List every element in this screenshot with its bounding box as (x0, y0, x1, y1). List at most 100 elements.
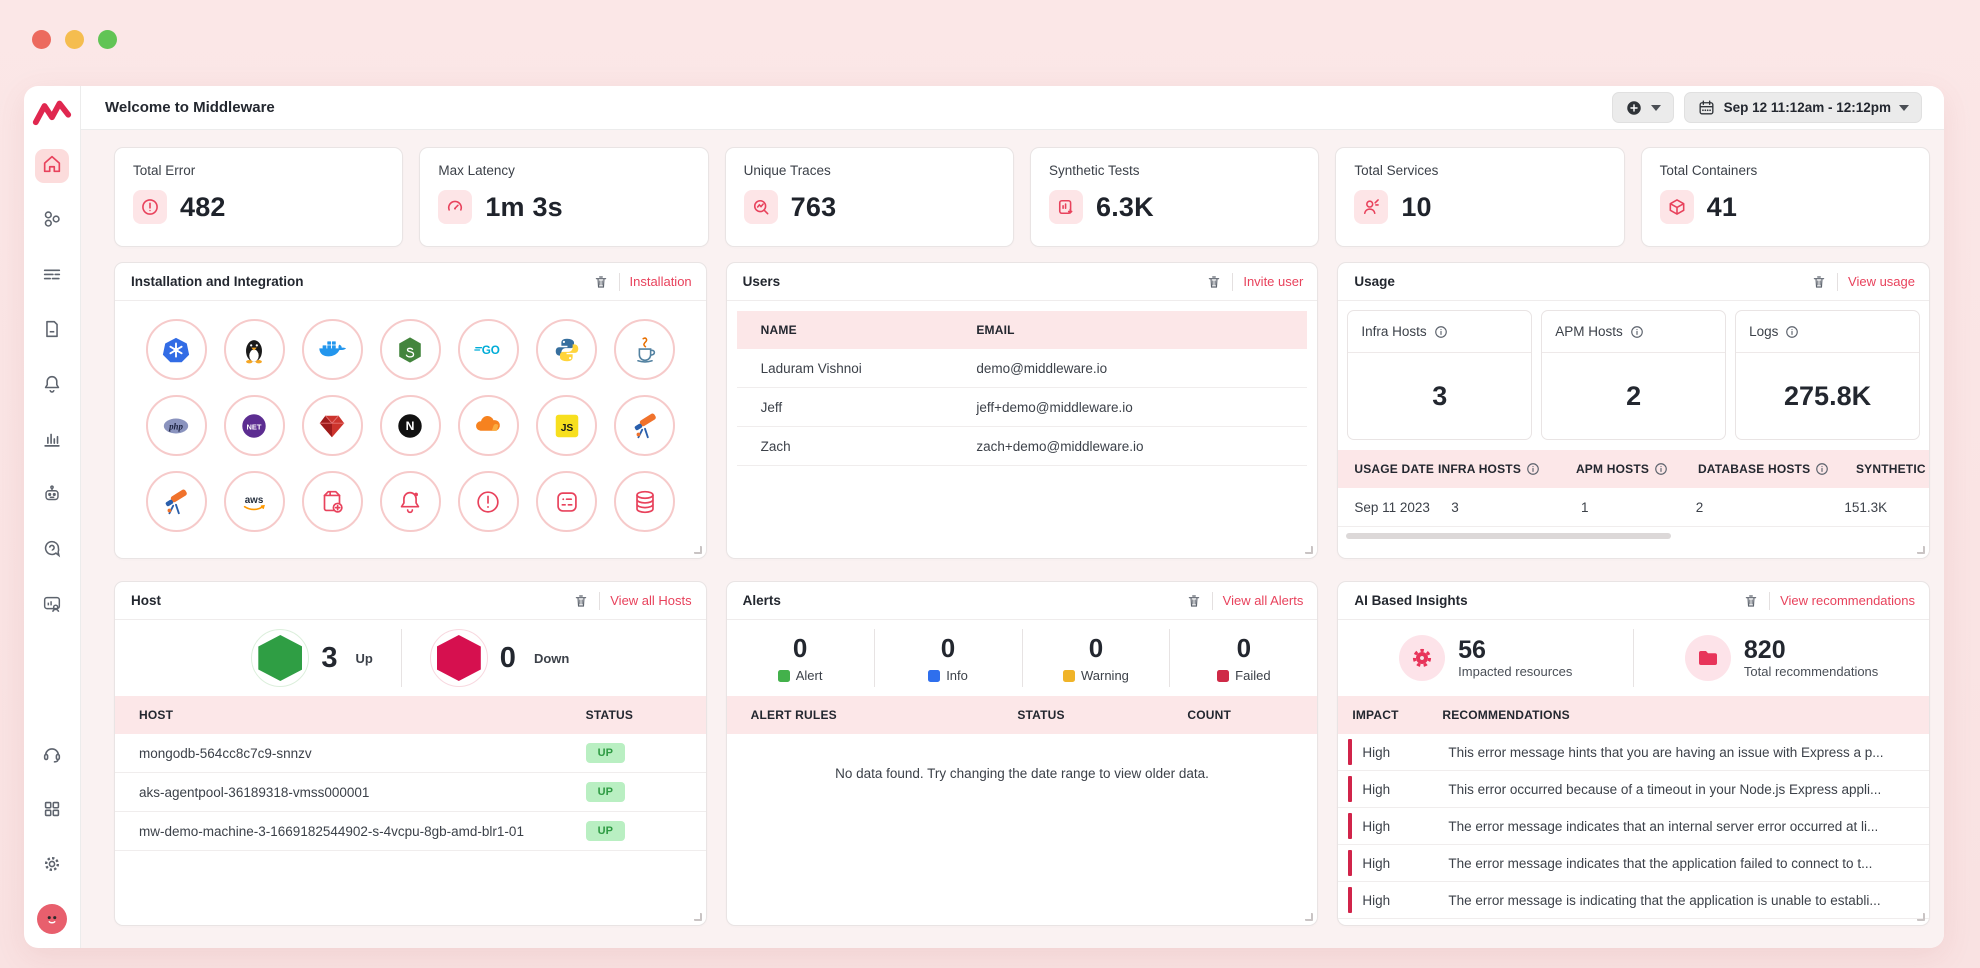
resize-handle[interactable] (1305, 913, 1314, 921)
installation-link[interactable]: Installation (629, 274, 692, 289)
package-add-icon[interactable] (301, 471, 363, 532)
sidebar-item-settings[interactable] (35, 849, 69, 883)
impacted-gear-icon (1399, 635, 1446, 681)
minimize-window-button[interactable] (65, 30, 84, 49)
database-icon[interactable] (614, 471, 676, 532)
trash-icon[interactable] (573, 593, 589, 609)
table-row[interactable]: Jeff jeff+demo@middleware.io (736, 388, 1308, 427)
date-range-picker[interactable]: Sep 12 11:12am - 12:12pm (1683, 92, 1922, 123)
sidebar-item-services[interactable] (35, 204, 69, 238)
chevron-down-icon (1650, 104, 1661, 111)
recommendation-text: This error occurred because of a timeout… (1448, 781, 1882, 797)
view-recommendations-link[interactable]: View recommendations (1780, 593, 1915, 608)
sidebar-item-support[interactable] (35, 739, 69, 773)
table-row[interactable]: Laduram Vishnoi demo@middleware.io (736, 349, 1308, 388)
info-icon[interactable] (1815, 462, 1829, 476)
info-icon[interactable] (1434, 325, 1448, 339)
sidebar-item-home[interactable] (35, 149, 69, 183)
user-avatar[interactable] (37, 904, 67, 934)
linux-icon[interactable] (223, 319, 285, 380)
javascript-icon[interactable]: JS (536, 395, 598, 456)
trash-icon[interactable] (1811, 274, 1827, 290)
usage-card-apm-hosts[interactable]: APM Hosts 2 (1541, 310, 1727, 440)
view-usage-link[interactable]: View usage (1848, 274, 1915, 289)
resize-handle[interactable] (693, 546, 702, 554)
table-row[interactable]: aks-agentpool-36189318-vmss000001 UP (115, 773, 706, 812)
trash-icon[interactable] (1206, 274, 1222, 290)
stat-card-max-latency[interactable]: Max Latency 1m 3s (419, 147, 709, 247)
usage-card-infra-hosts[interactable]: Infra Hosts 3 (1347, 310, 1533, 440)
close-window-button[interactable] (32, 30, 51, 49)
usage-card-logs[interactable]: Logs 275.8K (1735, 310, 1920, 440)
table-row[interactable]: mw-demo-machine-3-1669182544902-s-4vcpu-… (115, 812, 706, 851)
recommendation-row[interactable]: High This error occurred because of a ti… (1338, 771, 1929, 808)
alert-circle-icon[interactable] (457, 471, 519, 532)
gear-icon (41, 853, 63, 880)
sidebar-bottom (35, 739, 69, 934)
recommendation-row[interactable]: High The error message indicates that th… (1338, 845, 1929, 882)
info-icon[interactable] (1630, 325, 1644, 339)
sidebar-item-documents[interactable] (35, 314, 69, 348)
stat-card-unique-traces[interactable]: Unique Traces 763 (724, 147, 1014, 247)
table-row[interactable]: Zach zach+demo@middleware.io (736, 427, 1308, 466)
usage-table-row[interactable]: Sep 11 2023 3 1 2 151.3K (1338, 488, 1929, 527)
resize-handle[interactable] (1917, 546, 1925, 554)
info-icon[interactable] (1785, 325, 1799, 339)
sidebar-item-logs[interactable] (35, 259, 69, 293)
recommendation-row[interactable]: High The error message indicates that an… (1338, 808, 1929, 845)
stat-card-total-services[interactable]: Total Services 10 (1335, 147, 1625, 247)
stat-card-total-containers[interactable]: Total Containers 41 (1640, 147, 1930, 247)
resize-handle[interactable] (693, 913, 702, 921)
sidebar-item-apps[interactable] (35, 794, 69, 828)
aws-icon[interactable]: aws (223, 471, 285, 532)
plus-circle-icon (1625, 99, 1643, 117)
app-window: Welcome to Middleware Sep 12 11:12am - 1… (24, 86, 1944, 948)
kubernetes-icon[interactable] (145, 319, 207, 380)
middleware-logo[interactable] (32, 95, 72, 129)
folder-icon (1684, 635, 1731, 681)
java-icon[interactable] (614, 319, 676, 380)
docker-icon[interactable] (301, 319, 363, 380)
view-all-hosts-link[interactable]: View all Hosts (610, 593, 692, 608)
alert-green-square (777, 669, 790, 682)
resize-handle[interactable] (1917, 913, 1925, 921)
sidebar-item-synthetic[interactable] (35, 589, 69, 623)
stat-card-total-error[interactable]: Total Error 482 (114, 147, 404, 247)
trash-icon[interactable] (1186, 593, 1202, 609)
php-icon[interactable]: php (145, 395, 207, 456)
impact-level: High (1362, 781, 1391, 797)
ruby-icon[interactable] (301, 395, 363, 456)
add-widget-button[interactable] (1611, 92, 1674, 123)
resize-handle[interactable] (1305, 546, 1314, 554)
stat-card-synthetic-tests[interactable]: Synthetic Tests 6.3K (1029, 147, 1320, 247)
telescope-icon[interactable] (145, 471, 207, 532)
telescope-icon[interactable] (614, 395, 676, 456)
recommendation-row[interactable]: High The error message is indicating tha… (1338, 882, 1929, 919)
nodejs-icon[interactable] (379, 319, 441, 380)
dotnet-icon[interactable]: NET (223, 395, 285, 456)
python-icon[interactable] (536, 319, 598, 380)
panel-title: Usage (1354, 274, 1395, 289)
maximize-window-button[interactable] (98, 30, 117, 49)
trash-icon[interactable] (1743, 593, 1759, 609)
table-row[interactable]: mongodb-564cc8c7c9-snnzv UP (115, 734, 706, 773)
recommendation-row[interactable]: High This error message hints that you a… (1338, 734, 1929, 771)
info-icon[interactable] (1526, 462, 1540, 476)
sidebar-item-alerts[interactable] (35, 369, 69, 403)
view-all-alerts-link[interactable]: View all Alerts (1222, 593, 1304, 608)
card-reader-icon[interactable] (536, 471, 598, 532)
sidebar-item-reports[interactable] (35, 424, 69, 458)
panel-host: Host View all Hosts 3 Up (114, 581, 707, 926)
document-icon (41, 318, 63, 345)
cloudflare-icon[interactable] (457, 395, 519, 456)
go-icon[interactable]: GO (457, 319, 519, 380)
sidebar-item-ai-bot[interactable] (35, 479, 69, 513)
invite-user-link[interactable]: Invite user (1243, 274, 1304, 289)
nextjs-icon[interactable]: N (379, 395, 441, 456)
sidebar-item-chat[interactable] (35, 534, 69, 568)
trash-icon[interactable] (593, 274, 609, 290)
chat-bubble-icon (41, 538, 63, 565)
horizontal-scrollbar[interactable] (1346, 533, 1672, 539)
notification-bell-icon[interactable] (379, 471, 441, 532)
info-icon[interactable] (1654, 462, 1668, 476)
